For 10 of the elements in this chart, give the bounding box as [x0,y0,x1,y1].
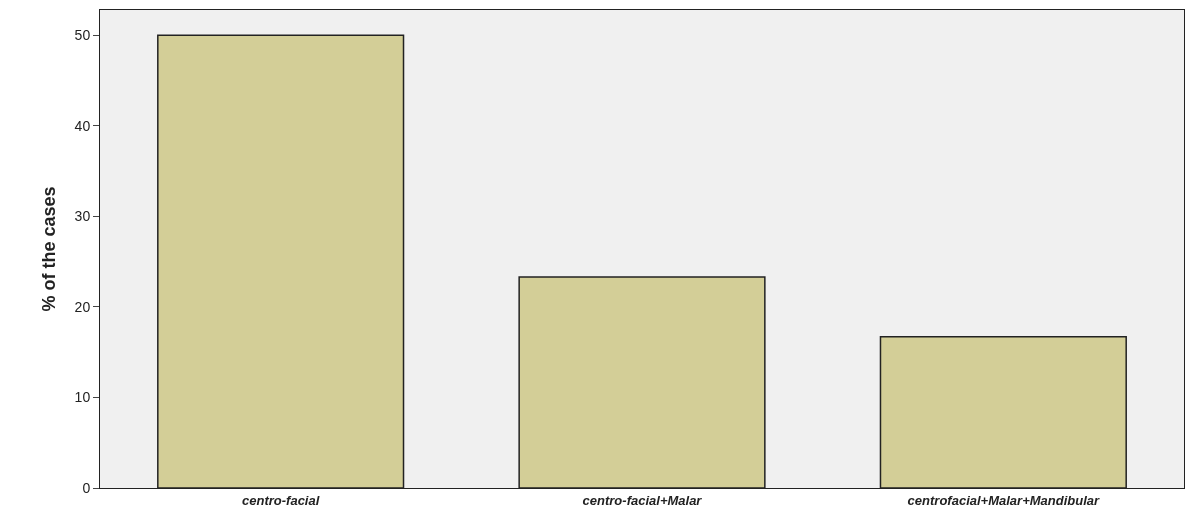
y-tick-label: 50 [74,27,91,44]
y-tick-label: 0 [82,479,91,496]
x-tick-label: centrofacial+Malar+Mandibular [907,492,1100,508]
y-tick-label: 30 [74,208,91,225]
y-axis-title: % of the cases [38,186,59,312]
x-tick-label: centro-facial [242,492,320,508]
y-tick-label: 40 [74,117,91,134]
y-tick-label: 20 [74,298,91,315]
y-tick-label: 10 [74,389,91,406]
x-tick-label: centro-facial+Malar [582,492,703,508]
